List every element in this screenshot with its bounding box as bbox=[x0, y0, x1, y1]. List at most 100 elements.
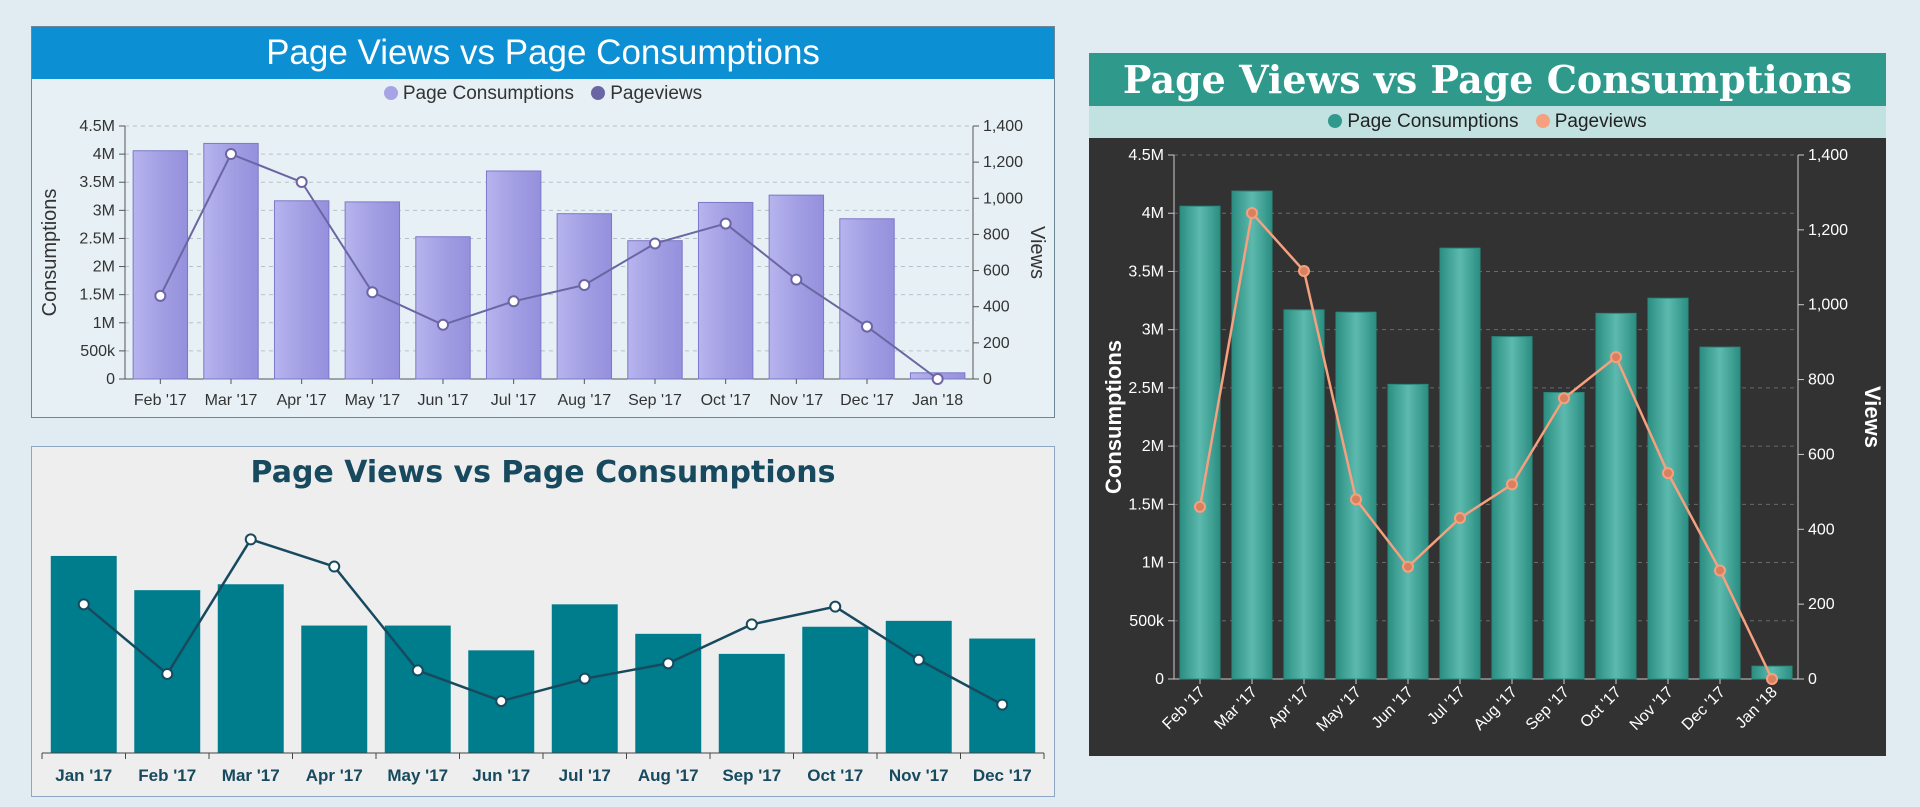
line-series bbox=[82, 537, 1003, 706]
x-tick-label: Mar '17 bbox=[1211, 684, 1260, 733]
bar-dec-17 bbox=[969, 638, 1036, 753]
bar-sep-17 bbox=[718, 653, 785, 753]
legend-label: Page Consumptions bbox=[1347, 111, 1519, 132]
y2-axis-title: Views bbox=[1026, 226, 1048, 279]
x-tick-label: Aug '17 bbox=[1471, 684, 1521, 734]
chart-plot: 0 500k 1M 1.5M 2M 2.5M 3M 3.5M 4M 4.5M 0 200 400 600 8… bbox=[1101, 147, 1885, 735]
x-tick-label: Aug '17 bbox=[638, 766, 699, 785]
legend-item-pageviews[interactable]: Pageviews bbox=[1535, 106, 1647, 138]
x-tick-label: Jun '17 bbox=[472, 766, 530, 785]
x-tick-label: Apr '17 bbox=[306, 766, 363, 785]
legend-item-pageviews[interactable]: Pageviews bbox=[591, 79, 702, 109]
line-series-pageviews bbox=[1198, 210, 1774, 680]
y2-tick-label: 400 bbox=[983, 299, 1010, 316]
point-jun-17 bbox=[495, 695, 508, 708]
legend-label: Pageviews bbox=[1554, 111, 1647, 132]
x-tick-label: Jul '17 bbox=[559, 766, 611, 785]
y-tick-label: 4M bbox=[93, 146, 115, 163]
x-tick-label: Mar '17 bbox=[222, 766, 280, 785]
x-tick-label: Sep '17 bbox=[628, 392, 682, 409]
y-axis-title: Consumptions bbox=[39, 189, 61, 317]
x-tick-label: Feb '17 bbox=[134, 392, 187, 409]
bar-jul-17 bbox=[485, 170, 542, 380]
chart-plot: 0 500k 1M 1.5M 2M 2.5M 3M 3.5M 4M 4.5M 0 200 400 600 8… bbox=[39, 118, 1048, 409]
x-tick-label: Mar '17 bbox=[205, 392, 258, 409]
y-tick-label: 500k bbox=[80, 343, 116, 360]
chart-legend: Page Consumptions Pageviews bbox=[32, 79, 1054, 111]
point-nov-17 bbox=[1662, 467, 1674, 480]
point-sep-17 bbox=[649, 237, 661, 250]
y-tick-label: 1M bbox=[93, 315, 115, 332]
x-tick-label: Jan '18 bbox=[912, 392, 963, 409]
x-tick-label: Sep '17 bbox=[1523, 684, 1573, 734]
y2-tick-label: 200 bbox=[1808, 596, 1835, 613]
bar-dec-17 bbox=[1699, 346, 1741, 680]
y-tick-label: 3M bbox=[1142, 322, 1164, 339]
y2-tick-label: 1,200 bbox=[1808, 222, 1848, 239]
x-tick-label: Jan '18 bbox=[1733, 684, 1781, 732]
legend-label: Page Consumptions bbox=[402, 83, 574, 104]
point-oct-17 bbox=[719, 217, 732, 230]
point-feb-17 bbox=[154, 289, 167, 302]
point-dec-17 bbox=[1714, 564, 1726, 577]
chart-title: Page Views vs Page Consumptions bbox=[1089, 53, 1886, 106]
bar-mar-17 bbox=[1231, 190, 1273, 680]
point-oct-17 bbox=[829, 600, 842, 613]
y2-tick-label: 600 bbox=[1808, 446, 1835, 463]
y-tick-label: 1.5M bbox=[79, 287, 115, 304]
x-tick-label: Oct '17 bbox=[1577, 684, 1625, 732]
point-dec-17 bbox=[861, 320, 873, 333]
point-may-17 bbox=[366, 286, 379, 299]
legend-item-consumptions[interactable]: Page Consumptions bbox=[1328, 106, 1518, 138]
y2-tick-label: 1,200 bbox=[983, 154, 1023, 171]
bar-oct-17 bbox=[802, 626, 869, 753]
point-sep-17 bbox=[1558, 392, 1570, 405]
bar-may-17 bbox=[384, 625, 451, 753]
chart-panel-dark: Page Views vs Page Consumptions Page Con… bbox=[1089, 53, 1886, 756]
x-tick-label: May '17 bbox=[1314, 684, 1365, 735]
point-dec-17 bbox=[996, 698, 1009, 711]
point-aug-17 bbox=[578, 279, 591, 292]
x-tick-label: Feb '17 bbox=[1159, 684, 1208, 733]
chart-title: Page Views vs Page Consumptions bbox=[32, 27, 1054, 79]
point-mar-17 bbox=[244, 533, 257, 546]
y2-tick-label: 1,400 bbox=[1808, 147, 1848, 164]
point-feb-17 bbox=[161, 667, 174, 680]
point-feb-17 bbox=[1194, 500, 1206, 513]
point-apr-17 bbox=[1298, 265, 1310, 278]
x-tick-label: Jan '17 bbox=[55, 766, 112, 785]
y-tick-label: 4M bbox=[1142, 205, 1164, 222]
y-tick-label: 4.5M bbox=[79, 118, 115, 135]
bar-sep-17 bbox=[1543, 392, 1585, 680]
x-tick-label: Jul '17 bbox=[1424, 684, 1468, 728]
x-tick-label: Apr '17 bbox=[1265, 684, 1313, 732]
point-jul-17 bbox=[578, 672, 591, 685]
bar-jul-17 bbox=[1439, 247, 1481, 680]
y-tick-label: 2M bbox=[1142, 438, 1164, 455]
y-tick-label: 3.5M bbox=[1128, 263, 1164, 280]
bar-mar-17 bbox=[217, 584, 284, 753]
y-tick-label: 0 bbox=[1155, 671, 1164, 688]
y2-tick-label: 400 bbox=[1808, 521, 1835, 538]
point-jan-17 bbox=[77, 598, 90, 611]
legend-item-consumptions[interactable]: Page Consumptions bbox=[383, 79, 574, 109]
legend-swatch-pageviews bbox=[1535, 114, 1550, 128]
y2-tick-label: 1,400 bbox=[983, 118, 1023, 135]
x-tick-label: Apr '17 bbox=[277, 392, 327, 409]
legend-label: Pageviews bbox=[610, 83, 703, 104]
y2-axis-title: Views bbox=[1860, 386, 1885, 448]
point-mar-17 bbox=[225, 148, 237, 161]
x-tick-label: May '17 bbox=[345, 392, 401, 409]
x-tick-label: Jul '17 bbox=[491, 392, 537, 409]
point-mar-17 bbox=[1246, 207, 1258, 220]
y-tick-label: 2M bbox=[93, 259, 115, 276]
x-tick-label: Aug '17 bbox=[557, 392, 611, 409]
point-oct-17 bbox=[1610, 351, 1622, 364]
point-jan-18 bbox=[931, 373, 944, 385]
bar-apr-17 bbox=[273, 200, 330, 380]
bar-nov-17 bbox=[768, 194, 825, 380]
y2-tick-label: 200 bbox=[983, 335, 1010, 352]
bar-jan-17 bbox=[50, 555, 117, 753]
x-tick-label: May '17 bbox=[387, 766, 448, 785]
line-series-pageviews bbox=[159, 152, 939, 380]
